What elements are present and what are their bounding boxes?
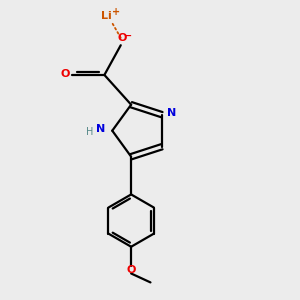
- Text: +: +: [112, 7, 120, 17]
- Text: O: O: [117, 33, 127, 43]
- Text: O: O: [61, 69, 70, 79]
- Text: H: H: [86, 127, 94, 137]
- Text: N: N: [167, 108, 176, 118]
- Text: Li: Li: [100, 11, 111, 20]
- Text: N: N: [96, 124, 106, 134]
- Text: O: O: [127, 265, 136, 275]
- Text: −: −: [124, 31, 132, 41]
